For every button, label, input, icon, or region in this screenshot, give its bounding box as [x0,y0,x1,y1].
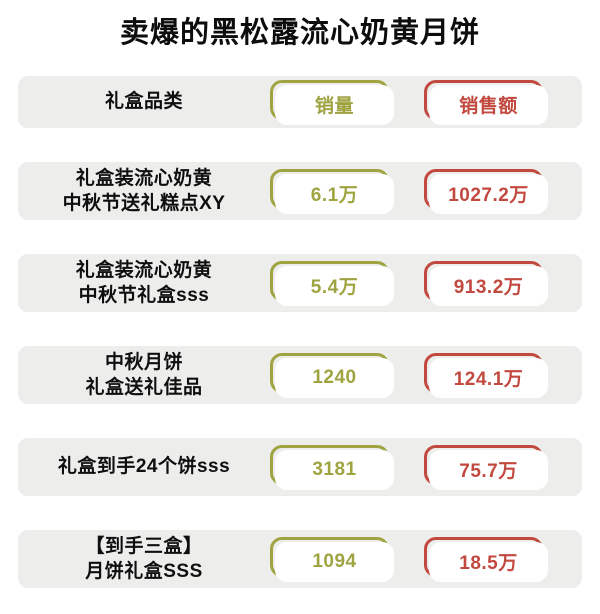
product-name-line1: 礼盒装流心奶黄 [75,167,213,189]
product-name-line2: 中秋节礼盒sss [78,285,210,306]
table-row: 【到手三盒】 月饼礼盒SSS 1094 18.5万 [18,530,582,588]
volume-value-pill: 6.1万 [270,168,394,214]
revenue-value: 124.1万 [429,357,548,398]
product-name-line1: 礼盒装流心奶黄 [75,259,213,281]
revenue-value-pill: 124.1万 [424,352,548,398]
volume-value-pill: 3181 [270,444,394,490]
product-name-line2: 月饼礼盒SSS [85,561,203,582]
revenue-value-pill: 18.5万 [424,536,548,582]
product-name-line1: 中秋月饼 [104,351,183,373]
revenue-value-pill: 1027.2万 [424,168,548,214]
volume-value: 1094 [275,541,394,582]
revenue-value: 18.5万 [429,541,548,582]
revenue-value-pill: 913.2万 [424,260,548,306]
revenue-value-pill: 75.7万 [424,444,548,490]
column-header-category: 礼盒品类 [104,91,183,113]
volume-column-label: 销量 [275,84,394,125]
volume-column-button[interactable]: 销量 [270,79,394,125]
table-row: 礼盒到手24个饼sss 3181 75.7万 [18,438,582,496]
product-name: 礼盒装流心奶黄 中秋节送礼糕点XY [18,166,270,216]
product-name-line1: 【到手三盒】 [85,535,203,557]
revenue-value: 75.7万 [429,449,548,490]
revenue-column-button[interactable]: 销售额 [424,79,548,125]
volume-value: 6.1万 [275,173,394,214]
table-row: 礼盒装流心奶黄 中秋节礼盒sss 5.4万 913.2万 [18,254,582,312]
volume-value-pill: 5.4万 [270,260,394,306]
revenue-value: 1027.2万 [429,173,548,214]
product-name: 中秋月饼 礼盒送礼佳品 [18,350,270,400]
product-name: 礼盒装流心奶黄 中秋节礼盒sss [18,258,270,308]
product-name-line2: 中秋节送礼糕点XY [62,193,226,214]
table-row: 中秋月饼 礼盒送礼佳品 1240 124.1万 [18,346,582,404]
volume-value-pill: 1094 [270,536,394,582]
volume-value: 5.4万 [275,265,394,306]
revenue-column-label: 销售额 [429,84,548,125]
product-name: 【到手三盒】 月饼礼盒SSS [18,534,270,584]
product-name: 礼盒到手24个饼sss [18,454,270,479]
volume-value-pill: 1240 [270,352,394,398]
table-row: 礼盒装流心奶黄 中秋节送礼糕点XY 6.1万 1027.2万 [18,162,582,220]
revenue-value: 913.2万 [429,265,548,306]
product-name-line2: 礼盒送礼佳品 [85,377,203,398]
page-title: 卖爆的黑松露流心奶黄月饼 [119,17,480,49]
volume-value: 3181 [275,449,394,490]
product-name-line1: 礼盒到手24个饼sss [57,456,231,478]
table-header-row: 礼盒品类 销量 销售额 [18,76,582,128]
volume-value: 1240 [275,357,394,398]
